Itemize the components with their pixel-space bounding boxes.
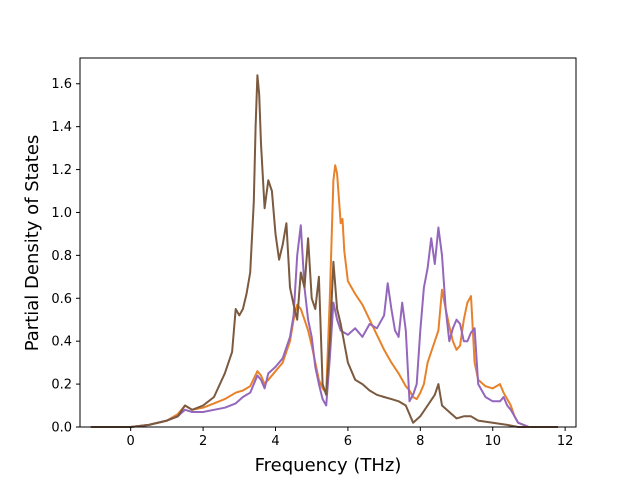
- series-line-1: [90, 164, 558, 428]
- y-tick-label: 0.6: [51, 292, 72, 307]
- x-tick-label: 4: [271, 434, 279, 449]
- y-tick-label: 1.4: [51, 120, 72, 135]
- x-tick-label: 6: [344, 434, 352, 449]
- y-tick-label: 1.0: [51, 206, 72, 221]
- y-tick-label: 0.8: [51, 249, 72, 264]
- y-tick-label: 0.4: [51, 335, 72, 350]
- x-tick-label: 8: [416, 434, 424, 449]
- y-tick-label: 0.0: [51, 421, 72, 436]
- x-tick-label: 2: [199, 434, 207, 449]
- x-axis-ticks: 0 2 4 6 8 10 12: [127, 427, 574, 449]
- y-tick-label: 1.6: [51, 77, 72, 92]
- y-tick-label: 1.2: [51, 163, 72, 178]
- series-line-3: [90, 74, 558, 428]
- series-line-2: [90, 224, 558, 428]
- series-layer: [90, 74, 558, 428]
- y-axis-ticks: 0.0 0.2 0.4 0.6 0.8 1.0 1.2 1.4 1.6: [51, 77, 80, 436]
- x-tick-label: 0: [127, 434, 135, 449]
- y-axis-label: Partial Density of States: [22, 135, 43, 352]
- x-tick-label: 10: [484, 434, 501, 449]
- y-tick-label: 0.2: [51, 378, 72, 393]
- plot-frame: [79, 57, 577, 428]
- x-tick-label: 12: [557, 434, 574, 449]
- x-axis-label: Frequency (THz): [255, 455, 402, 476]
